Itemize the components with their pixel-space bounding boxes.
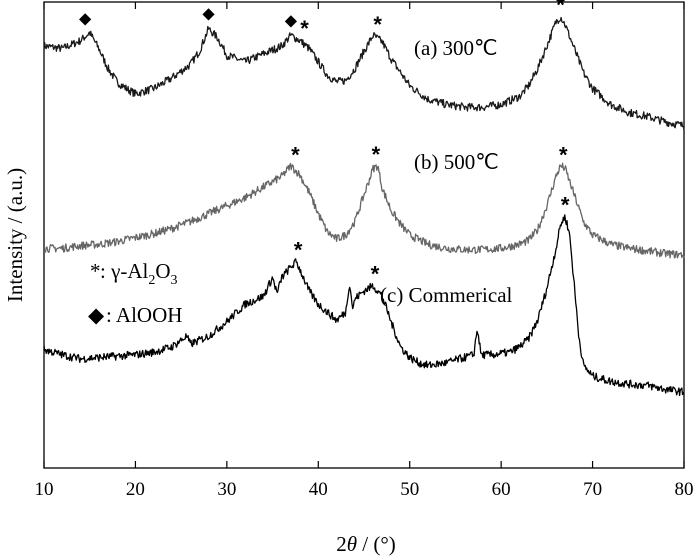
- legend-alooh-label: : AlOOH: [106, 303, 182, 327]
- series-label-b: (b) 500℃: [414, 150, 499, 174]
- series-line-0: [43, 16, 685, 130]
- series-label-c: (c) Commerical: [380, 283, 513, 307]
- alooh-peak-marker: ◆: [202, 4, 215, 23]
- gamma-peak-marker: *: [559, 142, 568, 167]
- peak-markers: * *** * ****◆ ◆ ◆: [79, 0, 570, 287]
- x-axis-label: 2θ / (°): [336, 532, 396, 556]
- alooh-peak-marker: ◆: [79, 8, 92, 27]
- gamma-peak-marker: *: [561, 192, 570, 217]
- x-tick-label: 40: [309, 479, 328, 500]
- legend-gamma-label: : γ-Al2O3: [100, 259, 178, 288]
- x-axis-tick-labels: 10 20 30 40 50 60 70 80: [35, 479, 694, 500]
- gamma-peak-marker: *: [291, 143, 300, 168]
- y-axis-label: Intensity / (a.u.): [3, 168, 27, 302]
- x-tick-label: 20: [126, 479, 145, 500]
- x-tick-label: 30: [217, 479, 236, 500]
- plot-frame: [43, 1, 685, 469]
- series-line-1: [43, 162, 685, 259]
- series-line-2: [43, 214, 685, 397]
- gamma-peak-marker: *: [373, 12, 382, 37]
- x-tick-label: 70: [583, 479, 602, 500]
- series-label-a: (a) 300℃: [414, 36, 498, 60]
- legend: * : γ-Al2O3 ◆ : AlOOH: [88, 259, 182, 327]
- x-tick-label: 50: [400, 479, 419, 500]
- gamma-peak-marker: *: [372, 142, 381, 167]
- diffraction-curves: [43, 16, 685, 397]
- legend-alooh-symbol: ◆: [88, 303, 105, 327]
- x-tick-label: 10: [35, 479, 54, 500]
- x-axis-ticks: [43, 2, 685, 468]
- x-tick-label: 80: [675, 479, 694, 500]
- alooh-peak-marker: ◆: [285, 10, 298, 29]
- gamma-peak-marker: *: [556, 0, 565, 18]
- gamma-peak-marker: *: [371, 262, 380, 287]
- gamma-peak-marker: *: [294, 238, 303, 263]
- gamma-peak-marker: *: [300, 16, 309, 41]
- legend-gamma-symbol: *: [90, 259, 101, 283]
- x-tick-label: 60: [492, 479, 511, 500]
